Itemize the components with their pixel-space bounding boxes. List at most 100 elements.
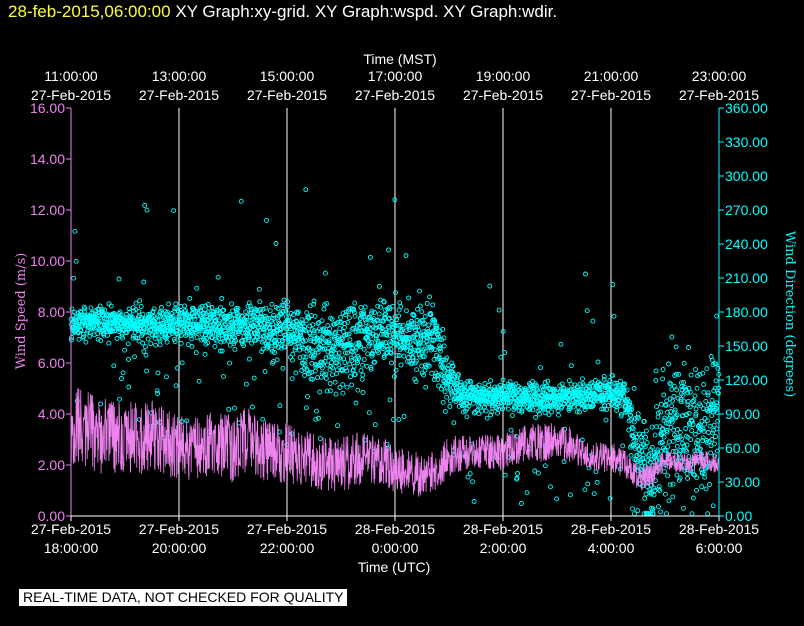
wind-direction-point bbox=[438, 348, 444, 354]
wind-direction-point bbox=[427, 294, 433, 300]
wind-direction-point bbox=[581, 390, 587, 396]
wind-direction-point bbox=[293, 370, 299, 376]
wind-direction-point bbox=[654, 404, 660, 410]
wind-direction-point bbox=[76, 336, 82, 342]
wind-direction-point bbox=[336, 350, 342, 356]
left-tick-label: 16.00 bbox=[30, 100, 65, 116]
wind-direction-point bbox=[368, 365, 374, 370]
wind-direction-point bbox=[338, 314, 344, 320]
wind-direction-point bbox=[101, 330, 107, 336]
wind-direction-point bbox=[151, 306, 157, 312]
wind-direction-point bbox=[172, 339, 178, 344]
wind-direction-point bbox=[541, 406, 547, 412]
wind-direction-point bbox=[314, 328, 320, 334]
wind-direction-point bbox=[339, 368, 345, 374]
wind-direction-point bbox=[87, 333, 93, 339]
bottom-tick-time: 6:00:00 bbox=[696, 540, 743, 556]
wind-direction-point bbox=[660, 367, 666, 372]
wind-direction-point bbox=[630, 506, 636, 512]
wind-direction-point bbox=[330, 365, 336, 371]
wind-direction-point bbox=[189, 343, 195, 349]
wind-direction-point bbox=[385, 346, 391, 352]
wind-direction-point bbox=[218, 305, 223, 311]
wind-direction-point bbox=[566, 407, 572, 413]
wind-direction-point bbox=[200, 310, 206, 316]
wind-direction-point bbox=[670, 448, 676, 454]
bottom-axis-title: Time (UTC) bbox=[358, 559, 431, 575]
wind-direction-point bbox=[502, 403, 508, 409]
wind-direction-point bbox=[274, 323, 280, 329]
wind-direction-point bbox=[289, 376, 295, 382]
wind-direction-point bbox=[533, 415, 539, 420]
wind-direction-point bbox=[630, 426, 636, 432]
wind-direction-point bbox=[551, 387, 557, 393]
wind-direction-point bbox=[663, 402, 669, 408]
wind-direction-point bbox=[431, 357, 437, 362]
wind-direction-point bbox=[465, 378, 471, 384]
wind-direction-point bbox=[577, 381, 583, 387]
wind-direction-point bbox=[229, 301, 234, 307]
wind-direction-point bbox=[275, 306, 281, 311]
wind-direction-point bbox=[259, 349, 265, 355]
wind-direction-point bbox=[264, 217, 269, 223]
wind-direction-point bbox=[154, 388, 160, 394]
wind-direction-point bbox=[229, 331, 235, 337]
wind-direction-point bbox=[582, 404, 588, 410]
wind-direction-point bbox=[433, 370, 439, 376]
wind-direction-point bbox=[73, 319, 79, 325]
wind-direction-point bbox=[273, 343, 279, 349]
wind-direction-point bbox=[622, 381, 628, 387]
wind-direction-point bbox=[235, 314, 240, 319]
wind-direction-point bbox=[201, 336, 207, 342]
wind-direction-point bbox=[72, 309, 78, 315]
right-tick-label: 90.00 bbox=[725, 406, 760, 422]
wind-direction-point bbox=[618, 411, 624, 417]
wind-direction-point bbox=[419, 363, 425, 369]
wind-direction-point bbox=[684, 471, 690, 477]
wind-direction-point bbox=[595, 359, 601, 365]
wind-direction-point bbox=[684, 448, 690, 454]
wind-direction-point bbox=[251, 322, 257, 328]
wind-direction-point bbox=[361, 309, 367, 315]
wind-direction-point bbox=[267, 308, 273, 314]
wind-direction-point bbox=[277, 331, 283, 337]
wind-direction-point bbox=[97, 303, 103, 309]
right-tick-label: 120.00 bbox=[725, 372, 768, 388]
wind-direction-point bbox=[425, 362, 431, 368]
wind-direction-point bbox=[310, 353, 316, 359]
wind-direction-point bbox=[262, 368, 268, 374]
wind-direction-point bbox=[297, 347, 302, 353]
wind-direction-point bbox=[298, 329, 304, 335]
wind-direction-point bbox=[101, 316, 107, 321]
wind-direction-point bbox=[214, 338, 220, 344]
wind-direction-point bbox=[499, 404, 505, 409]
bottom-tick-date: 28-Feb-2015 bbox=[571, 521, 651, 537]
wind-direction-point bbox=[368, 366, 374, 372]
wind-direction-point bbox=[548, 484, 553, 490]
wind-direction-point bbox=[658, 409, 664, 415]
wind-direction-point bbox=[670, 494, 676, 500]
wind-direction-point bbox=[701, 471, 707, 477]
wind-direction-point bbox=[122, 347, 128, 353]
wind-direction-point bbox=[298, 326, 304, 332]
wind-direction-point bbox=[424, 335, 430, 341]
wind-direction-point bbox=[232, 335, 238, 341]
wind-direction-point bbox=[398, 362, 404, 368]
wind-direction-point bbox=[488, 378, 493, 384]
right-tick-label: 180.00 bbox=[725, 304, 768, 320]
wind-direction-point bbox=[360, 362, 366, 368]
wind-direction-point bbox=[345, 350, 350, 356]
wind-direction-point bbox=[618, 378, 623, 384]
wind-direction-point bbox=[640, 452, 646, 458]
wind-direction-point bbox=[652, 478, 658, 484]
wind-direction-point bbox=[476, 411, 482, 417]
wind-direction-point bbox=[178, 340, 184, 346]
wind-direction-point bbox=[208, 330, 213, 336]
wind-direction-point bbox=[161, 321, 167, 327]
wind-direction-point bbox=[259, 339, 265, 345]
wind-direction-point bbox=[382, 307, 388, 313]
wind-direction-point bbox=[441, 335, 447, 341]
wind-direction-point bbox=[692, 431, 698, 437]
wind-direction-point bbox=[603, 417, 609, 423]
wind-direction-point bbox=[136, 338, 142, 344]
